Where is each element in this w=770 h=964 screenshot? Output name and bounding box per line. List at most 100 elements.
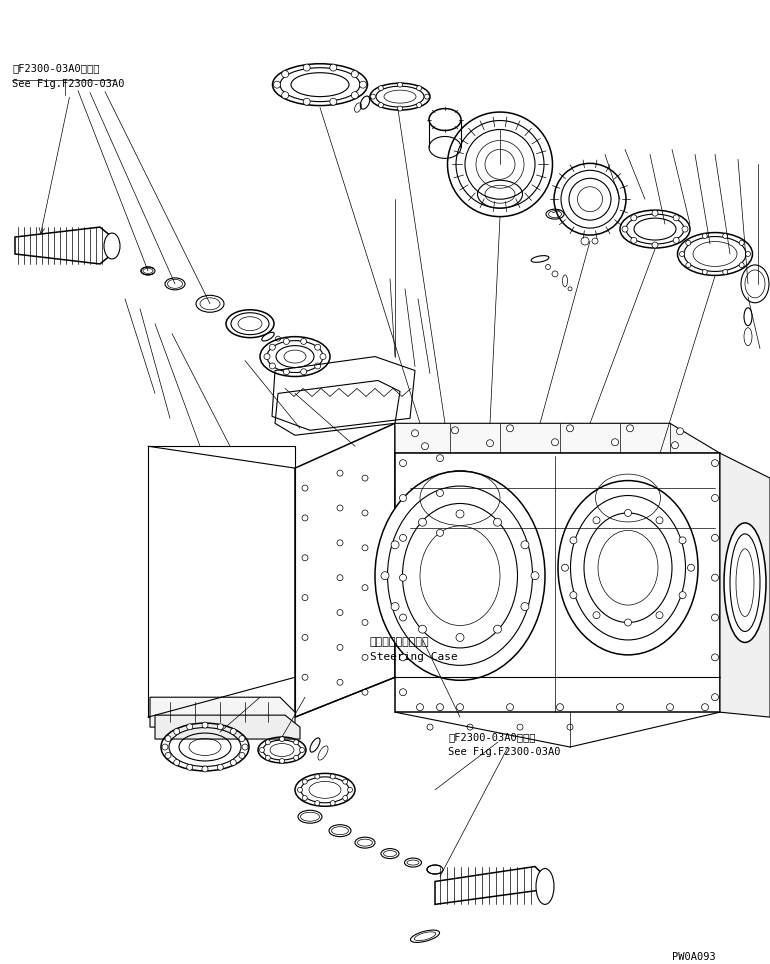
Circle shape bbox=[494, 519, 501, 526]
Circle shape bbox=[561, 564, 568, 572]
Circle shape bbox=[570, 537, 577, 544]
Circle shape bbox=[270, 344, 276, 350]
Circle shape bbox=[521, 602, 529, 610]
Circle shape bbox=[293, 755, 299, 761]
Circle shape bbox=[702, 270, 708, 275]
Circle shape bbox=[259, 747, 265, 753]
Circle shape bbox=[671, 442, 678, 448]
Circle shape bbox=[507, 704, 514, 710]
Circle shape bbox=[302, 634, 308, 640]
Circle shape bbox=[303, 65, 310, 71]
Circle shape bbox=[266, 755, 270, 761]
Circle shape bbox=[320, 354, 326, 360]
Ellipse shape bbox=[104, 233, 120, 259]
Polygon shape bbox=[395, 453, 720, 712]
Circle shape bbox=[631, 237, 637, 243]
Circle shape bbox=[293, 739, 299, 745]
Circle shape bbox=[622, 227, 628, 232]
Ellipse shape bbox=[375, 471, 545, 681]
Circle shape bbox=[360, 81, 367, 88]
Circle shape bbox=[711, 614, 718, 621]
Circle shape bbox=[280, 736, 284, 741]
Circle shape bbox=[417, 86, 422, 91]
Circle shape bbox=[679, 537, 686, 544]
Circle shape bbox=[300, 338, 306, 344]
Circle shape bbox=[624, 619, 631, 626]
Circle shape bbox=[270, 363, 276, 369]
Circle shape bbox=[611, 439, 618, 445]
Circle shape bbox=[656, 517, 663, 523]
Polygon shape bbox=[720, 453, 770, 717]
Polygon shape bbox=[295, 423, 395, 717]
Circle shape bbox=[679, 592, 686, 599]
Polygon shape bbox=[155, 715, 300, 739]
Circle shape bbox=[487, 440, 494, 446]
Circle shape bbox=[378, 102, 383, 108]
Circle shape bbox=[230, 760, 236, 765]
Circle shape bbox=[517, 724, 523, 730]
Circle shape bbox=[300, 369, 306, 375]
Circle shape bbox=[230, 729, 236, 735]
Circle shape bbox=[711, 694, 718, 701]
Circle shape bbox=[273, 81, 280, 88]
Circle shape bbox=[467, 724, 473, 730]
Polygon shape bbox=[150, 697, 295, 727]
Circle shape bbox=[315, 344, 320, 350]
Circle shape bbox=[362, 584, 368, 591]
Circle shape bbox=[283, 369, 290, 375]
Polygon shape bbox=[395, 423, 720, 453]
Circle shape bbox=[456, 510, 464, 518]
Circle shape bbox=[330, 65, 336, 71]
Circle shape bbox=[667, 704, 674, 710]
Circle shape bbox=[417, 102, 422, 108]
Circle shape bbox=[679, 252, 685, 256]
Circle shape bbox=[362, 655, 368, 660]
Circle shape bbox=[315, 801, 320, 806]
Circle shape bbox=[456, 633, 464, 641]
Circle shape bbox=[337, 680, 343, 685]
Ellipse shape bbox=[724, 522, 766, 642]
Circle shape bbox=[551, 439, 558, 445]
Circle shape bbox=[378, 86, 383, 91]
Circle shape bbox=[303, 795, 307, 800]
Circle shape bbox=[302, 674, 308, 681]
Circle shape bbox=[711, 575, 718, 581]
Text: PW0A093: PW0A093 bbox=[672, 952, 716, 962]
Text: 第F2300-03A0図参照: 第F2300-03A0図参照 bbox=[12, 63, 99, 72]
Circle shape bbox=[165, 753, 171, 759]
Circle shape bbox=[424, 94, 430, 99]
Circle shape bbox=[351, 92, 358, 98]
Circle shape bbox=[174, 729, 179, 735]
Circle shape bbox=[347, 788, 353, 792]
Circle shape bbox=[391, 541, 399, 549]
Circle shape bbox=[739, 240, 744, 246]
Circle shape bbox=[391, 602, 399, 610]
Circle shape bbox=[315, 774, 320, 779]
Circle shape bbox=[417, 704, 424, 710]
Circle shape bbox=[557, 704, 564, 710]
Circle shape bbox=[411, 430, 419, 437]
Polygon shape bbox=[435, 867, 545, 904]
Circle shape bbox=[303, 779, 307, 784]
Circle shape bbox=[362, 545, 368, 550]
Circle shape bbox=[302, 554, 308, 561]
Circle shape bbox=[202, 722, 208, 728]
Circle shape bbox=[739, 262, 744, 268]
Circle shape bbox=[165, 736, 171, 741]
Circle shape bbox=[397, 106, 403, 111]
Circle shape bbox=[400, 534, 407, 542]
Circle shape bbox=[421, 442, 428, 449]
Circle shape bbox=[627, 425, 634, 432]
Circle shape bbox=[337, 470, 343, 476]
Circle shape bbox=[567, 425, 574, 432]
Circle shape bbox=[362, 475, 368, 481]
Circle shape bbox=[343, 795, 348, 800]
Circle shape bbox=[302, 485, 308, 491]
Circle shape bbox=[266, 739, 270, 745]
Polygon shape bbox=[15, 228, 112, 264]
Circle shape bbox=[686, 240, 691, 246]
Circle shape bbox=[337, 505, 343, 511]
Circle shape bbox=[162, 744, 168, 750]
Ellipse shape bbox=[536, 869, 554, 904]
Text: ステアリングケース: ステアリングケース bbox=[370, 637, 430, 648]
